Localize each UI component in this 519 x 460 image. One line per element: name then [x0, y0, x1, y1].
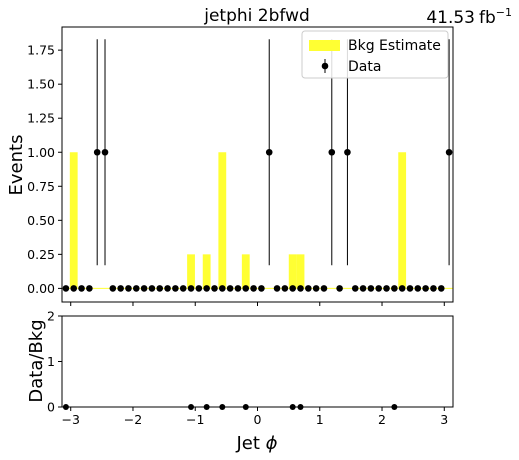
- data-point: [445, 148, 453, 156]
- main-y-tick-label: 1.25: [27, 111, 55, 126]
- main-y-axis-label: Events: [6, 135, 27, 196]
- main-y-tick-label: 0.25: [27, 247, 55, 262]
- main-y-tick-label: 0.00: [27, 281, 55, 296]
- ratio-x-tick-label: −2: [124, 412, 142, 427]
- data-point: [86, 285, 93, 292]
- data-point: [383, 285, 390, 292]
- ratio-y-axis-label: Data/Bkg: [26, 319, 47, 402]
- bkg-bar: [69, 152, 78, 289]
- data-point: [406, 285, 414, 292]
- data-point: [242, 285, 250, 292]
- ratio-x-tick-label: −1: [186, 412, 204, 427]
- ratio-x-tick-label: 0: [254, 412, 262, 427]
- data-point: [375, 285, 383, 292]
- data-point: [289, 285, 296, 292]
- ratio-x-tick-label: 1: [316, 412, 324, 427]
- ratio-y-tick-label: 1: [47, 354, 55, 369]
- data-point: [367, 285, 375, 292]
- data-point: [297, 285, 304, 292]
- bkg-bar: [187, 254, 195, 289]
- data-point: [344, 148, 351, 156]
- luminosity-label: 41.53 fb−1: [426, 6, 512, 28]
- legend-bkg-label: Bkg Estimate: [348, 38, 441, 54]
- ratio-x-axis-ticks: −3 −2 −1 0 1 2 3: [62, 407, 448, 427]
- data-point: [258, 285, 265, 292]
- data-point: [234, 285, 242, 292]
- main-x-axis-ticks: [70, 302, 445, 306]
- data-point: [93, 148, 101, 156]
- data-point: [265, 148, 273, 156]
- data-point: [328, 148, 336, 156]
- data-point: [179, 285, 187, 292]
- data-point: [109, 285, 117, 292]
- data-point: [78, 285, 85, 292]
- data-point: [359, 285, 367, 292]
- ratio-y-tick-label: 2: [47, 309, 55, 324]
- main-y-tick-label: 1.00: [27, 145, 55, 160]
- main-y-tick-label: 1.75: [27, 43, 55, 58]
- data-point: [414, 285, 422, 292]
- main-y-axis-ticks: 0.00 0.25 0.50 0.75 1.00 1.25 1.50 1.75: [27, 43, 62, 296]
- x-axis-label-symbol: ϕ: [266, 433, 278, 454]
- data-point: [195, 285, 203, 292]
- data-point: [125, 285, 132, 292]
- luminosity-value: 41.53: [426, 8, 475, 28]
- data-point: [226, 285, 234, 292]
- data-point: [117, 285, 124, 292]
- data-point: [164, 285, 171, 292]
- data-point: [437, 285, 445, 292]
- data-point: [187, 285, 195, 292]
- ratio-y-tick-label: 0: [47, 400, 55, 415]
- chart-title: jetphi 2bfwd: [203, 6, 310, 26]
- data-point: [203, 285, 210, 292]
- bkg-bar: [398, 152, 407, 289]
- ratio-y-axis-ticks: 0 1 2: [47, 309, 62, 415]
- data-point: [273, 285, 281, 292]
- ratio-plot-area: 0 1 2 −3 −2 −1 0 1 2 3: [47, 309, 454, 427]
- x-axis-label-text: Jet: [235, 433, 265, 454]
- ratio-x-tick-label: 3: [440, 412, 448, 427]
- data-point: [305, 285, 312, 292]
- legend-data-label: Data: [348, 59, 381, 75]
- data-point: [219, 285, 226, 292]
- data-point: [281, 285, 289, 292]
- data-point: [351, 285, 359, 292]
- legend: Bkg Estimate Data: [301, 30, 449, 79]
- luminosity-exponent: −1: [496, 6, 512, 19]
- data-point: [211, 285, 218, 292]
- data-point: [430, 285, 437, 292]
- legend-bkg-swatch: [309, 40, 340, 51]
- data-point: [312, 285, 320, 292]
- data-point: [132, 285, 140, 292]
- data-point: [336, 285, 343, 292]
- data-point: [140, 285, 148, 292]
- data-point: [422, 285, 429, 292]
- bkg-bar: [241, 254, 250, 289]
- ratio-x-tick-label: −3: [62, 412, 80, 427]
- data-point: [250, 285, 257, 292]
- data-point: [391, 285, 398, 292]
- main-y-tick-label: 0.75: [27, 179, 55, 194]
- data-point: [148, 285, 156, 292]
- data-point: [156, 285, 164, 292]
- main-y-tick-label: 1.50: [27, 77, 55, 92]
- legend-data-marker: [321, 62, 329, 70]
- bkg-bar: [202, 254, 211, 289]
- main-y-tick-label: 0.50: [27, 213, 55, 228]
- data-point: [62, 285, 70, 292]
- data-point: [398, 285, 406, 292]
- bkg-bar: [288, 254, 297, 289]
- luminosity-unit: fb: [479, 8, 496, 28]
- x-axis-label: Jet ϕ: [235, 433, 277, 454]
- data-points: [62, 39, 453, 292]
- data-point: [70, 285, 78, 292]
- data-point: [101, 148, 109, 156]
- ratio-x-tick-label: 2: [378, 412, 386, 427]
- bkg-bar: [218, 152, 227, 289]
- ratio-plot-background: [62, 316, 453, 407]
- data-point: [320, 285, 328, 292]
- bkg-bar: [296, 254, 305, 289]
- data-point: [172, 285, 179, 292]
